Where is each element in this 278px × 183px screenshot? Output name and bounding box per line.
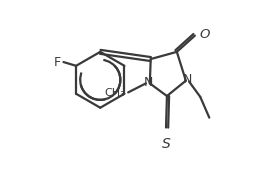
Text: N: N bbox=[144, 76, 153, 89]
Text: CH₃: CH₃ bbox=[105, 88, 125, 98]
Text: F: F bbox=[54, 55, 61, 69]
Text: O: O bbox=[199, 28, 210, 41]
Text: N: N bbox=[183, 73, 192, 86]
Text: S: S bbox=[162, 137, 170, 152]
